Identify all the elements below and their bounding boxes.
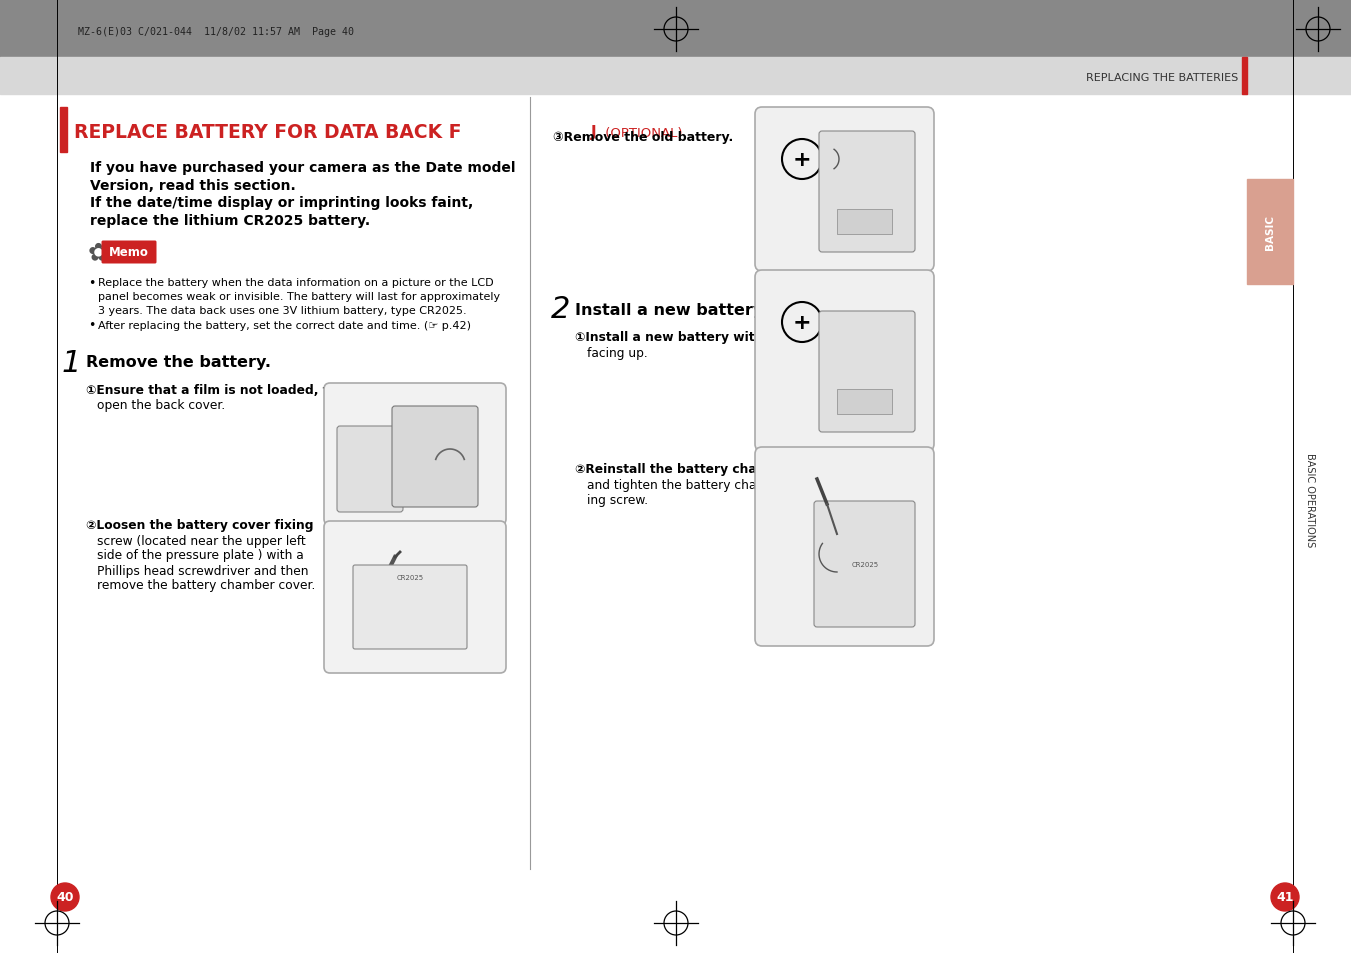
Text: screw (located near the upper left: screw (located near the upper left <box>97 534 305 547</box>
Text: BASIC OPERATIONS: BASIC OPERATIONS <box>1305 453 1315 547</box>
Text: ①Ensure that a film is not loaded, then: ①Ensure that a film is not loaded, then <box>86 383 354 396</box>
Text: 40: 40 <box>57 890 74 903</box>
Text: ①Install a new battery with the + side: ①Install a new battery with the + side <box>576 330 838 343</box>
Text: and tighten the battery chamber fix-: and tighten the battery chamber fix- <box>586 479 812 492</box>
FancyBboxPatch shape <box>324 521 507 673</box>
Text: panel becomes weak or invisible. The battery will last for approximately: panel becomes weak or invisible. The bat… <box>99 292 500 302</box>
Text: 1: 1 <box>62 348 81 377</box>
Text: +: + <box>793 150 812 170</box>
FancyBboxPatch shape <box>336 427 403 513</box>
FancyBboxPatch shape <box>101 241 157 264</box>
FancyBboxPatch shape <box>815 501 915 627</box>
Text: CR2025: CR2025 <box>396 575 424 580</box>
FancyBboxPatch shape <box>755 108 934 272</box>
Text: (OPTIONAL): (OPTIONAL) <box>601 127 682 139</box>
FancyBboxPatch shape <box>755 271 934 452</box>
Text: side of the pressure plate ) with a: side of the pressure plate ) with a <box>97 549 304 562</box>
Text: Remove the battery.: Remove the battery. <box>86 355 272 370</box>
Bar <box>838 390 892 415</box>
Text: REPLACE BATTERY FOR DATA BACK F: REPLACE BATTERY FOR DATA BACK F <box>74 123 462 142</box>
Bar <box>59 108 68 152</box>
Bar <box>0 58 1351 95</box>
FancyBboxPatch shape <box>353 565 467 649</box>
Circle shape <box>51 883 78 911</box>
Text: 3 years. The data back uses one 3V lithium battery, type CR2025.: 3 years. The data back uses one 3V lithi… <box>99 306 466 315</box>
Text: BASIC: BASIC <box>1265 214 1275 250</box>
Text: If you have purchased your camera as the Date model: If you have purchased your camera as the… <box>91 161 516 174</box>
Text: •: • <box>88 319 96 333</box>
FancyBboxPatch shape <box>324 384 507 525</box>
Circle shape <box>1271 883 1300 911</box>
Text: After replacing the battery, set the correct date and time. (☞ p.42): After replacing the battery, set the cor… <box>99 320 471 331</box>
Text: remove the battery chamber cover.: remove the battery chamber cover. <box>97 578 315 592</box>
Text: facing up.: facing up. <box>586 346 647 359</box>
Text: ③Remove the old battery.: ③Remove the old battery. <box>553 132 734 144</box>
Text: +: + <box>793 313 812 333</box>
Text: replace the lithium CR2025 battery.: replace the lithium CR2025 battery. <box>91 213 370 228</box>
Text: ✿: ✿ <box>88 241 109 265</box>
Bar <box>838 210 892 234</box>
FancyBboxPatch shape <box>819 312 915 433</box>
Bar <box>1242 58 1247 95</box>
Text: ②Loosen the battery cover fixing: ②Loosen the battery cover fixing <box>86 518 313 531</box>
Text: Install a new battery.: Install a new battery. <box>576 302 767 317</box>
Text: Memo: Memo <box>109 246 149 259</box>
Text: Replace the battery when the data information on a picture or the LCD: Replace the battery when the data inform… <box>99 277 493 288</box>
Text: Phillips head screwdriver and then: Phillips head screwdriver and then <box>97 564 308 577</box>
FancyBboxPatch shape <box>755 448 934 646</box>
Text: ing screw.: ing screw. <box>586 494 648 507</box>
Text: Version, read this section.: Version, read this section. <box>91 179 296 193</box>
Text: ②Reinstall the battery chamber cover,: ②Reinstall the battery chamber cover, <box>576 463 838 476</box>
FancyBboxPatch shape <box>819 132 915 253</box>
Text: MZ-6(E)03 C/021-044  11/8/02 11:57 AM  Page 40: MZ-6(E)03 C/021-044 11/8/02 11:57 AM Pag… <box>78 27 354 37</box>
Text: •: • <box>88 276 96 289</box>
Text: J: J <box>590 126 597 140</box>
Text: CR2025: CR2025 <box>851 561 878 567</box>
Text: REPLACING THE BATTERIES: REPLACING THE BATTERIES <box>1086 73 1238 83</box>
Text: If the date/time display or imprinting looks faint,: If the date/time display or imprinting l… <box>91 195 473 210</box>
FancyBboxPatch shape <box>392 407 478 507</box>
Bar <box>0 0 1351 58</box>
Text: 41: 41 <box>1277 890 1294 903</box>
Text: open the back cover.: open the back cover. <box>97 398 226 411</box>
Bar <box>1247 180 1293 285</box>
Text: 2: 2 <box>551 295 570 324</box>
